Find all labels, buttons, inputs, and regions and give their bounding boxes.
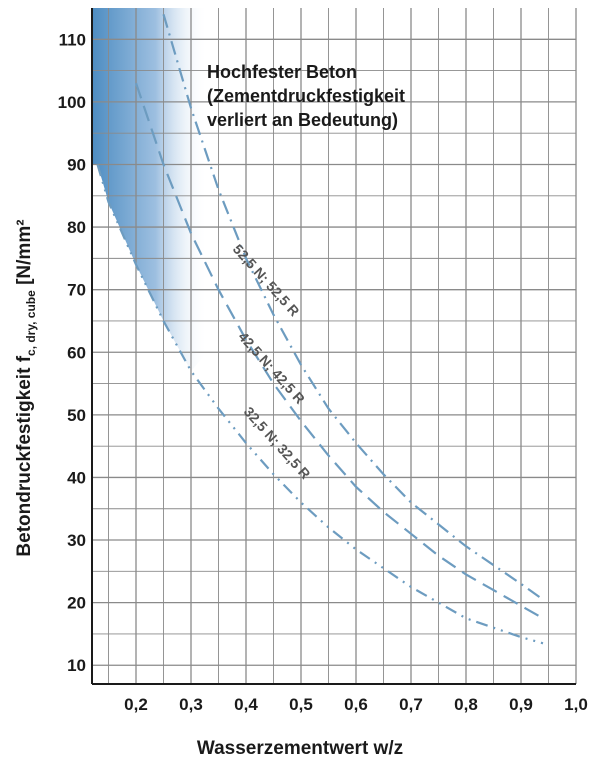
y-tick-label: 110 xyxy=(59,30,86,49)
y-axis-title-sub: c, dry, cube xyxy=(24,290,38,356)
series-line-3 xyxy=(96,164,544,645)
x-tick-label: 0,3 xyxy=(179,695,203,714)
x-tick-label: 0,4 xyxy=(234,695,258,714)
y-tick-label: 50 xyxy=(67,406,86,425)
x-tick-label: 0,6 xyxy=(344,695,368,714)
y-tick-label: 40 xyxy=(67,468,86,487)
series-line-1 xyxy=(162,13,544,601)
annotation-line-2: (Zementdruckfestigkeit xyxy=(207,86,405,106)
annotation-line-3: verliert an Bedeutung) xyxy=(207,110,398,130)
y-tick-label: 90 xyxy=(67,155,86,174)
x-axis-title: Wasserzementwert w/z xyxy=(197,738,403,759)
y-tick-label: 100 xyxy=(58,93,86,112)
series-line-2 xyxy=(134,82,544,620)
x-tick-label: 0,5 xyxy=(289,695,313,714)
x-tick-label: 0,2 xyxy=(124,695,148,714)
y-axis-title-unit: [N/mm² xyxy=(14,219,35,290)
y-tick-label: 60 xyxy=(67,343,86,362)
y-tick-label: 70 xyxy=(67,281,86,300)
y-axis-title: Betondruckfestigkeit fc, dry, cube [N/mm… xyxy=(14,219,38,556)
high-strength-region xyxy=(92,8,208,372)
series-label-1: 52,5 N; 52,5 R xyxy=(230,241,303,319)
y-axis-title-main: Betondruckfestigkeit f xyxy=(14,355,35,556)
y-tick-label: 30 xyxy=(67,531,86,550)
x-tick-label: 0,7 xyxy=(399,695,423,714)
x-tick-label: 0,8 xyxy=(454,695,478,714)
x-tick-label: 1,0 xyxy=(564,695,588,714)
y-tick-label: 80 xyxy=(67,218,86,237)
x-tick-label: 0,9 xyxy=(509,695,533,714)
y-tick-label: 20 xyxy=(67,594,86,613)
annotation-line-1: Hochfester Beton xyxy=(207,62,357,82)
y-tick-label: 10 xyxy=(67,656,86,675)
